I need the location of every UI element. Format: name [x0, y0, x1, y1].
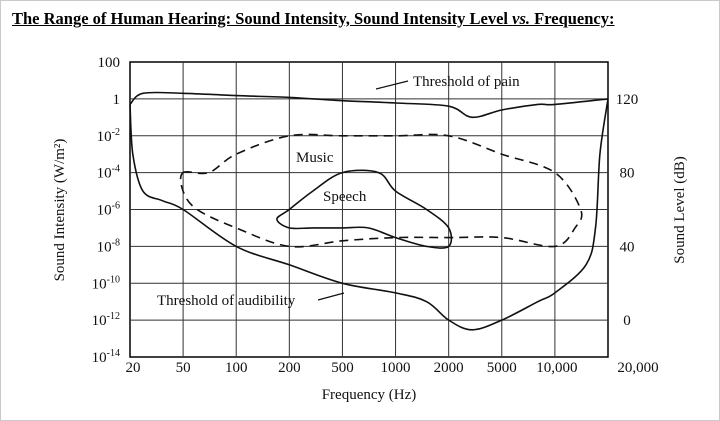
- x-tick-labels: 20 50 100 200 500 1000 2000 5000 10,000 20,000: [126, 360, 659, 376]
- y-right-tick-label: 0: [623, 313, 631, 329]
- y-left-tick-label: 10-8: [97, 237, 120, 255]
- y-right-tick-label: 40: [620, 239, 635, 255]
- x-tick-label: 100: [225, 360, 248, 376]
- music-label: Music: [296, 150, 334, 166]
- music-curve: [179, 133, 583, 248]
- y-right-tick-labels: 120 80 40 0: [616, 92, 639, 329]
- x-tick-label: 5000: [487, 360, 517, 376]
- chart-title: The Range of Human Hearing: Sound Intens…: [12, 9, 615, 28]
- y-left-tick-label: 10-4: [97, 164, 120, 182]
- y-left-tick-label: 100: [98, 55, 121, 71]
- annotations-layer: Threshold of pain Music Speech Threshold of…: [157, 74, 520, 309]
- y-left-tick-labels: 100 1 10-2 10-4 10-6 10-8 10-10 10-12 10-14: [92, 55, 120, 366]
- x-tick-label: 500: [331, 360, 354, 376]
- grid-lines: [130, 62, 608, 357]
- threshold-of-pain-curve: [129, 91, 609, 119]
- pain-leader-line: [375, 80, 409, 90]
- pain-label: Threshold of pain: [413, 74, 520, 90]
- y-left-tick-label: 10-2: [97, 127, 120, 145]
- audibility-leader-line: [317, 292, 345, 301]
- threshold-of-audibility-curve: [129, 98, 609, 331]
- x-axis-label: Frequency (Hz): [322, 387, 417, 403]
- curves-layer: [129, 91, 609, 331]
- y-left-tick-label: 10-12: [92, 311, 120, 329]
- audibility-label: Threshold of audibility: [157, 293, 296, 309]
- y-left-tick-label: 10-14: [92, 348, 120, 366]
- x-tick-label: 10,000: [536, 360, 577, 376]
- x-tick-label: 20,000: [617, 360, 658, 376]
- y-right-tick-label: 120: [616, 92, 639, 108]
- y-left-tick-label: 1: [113, 92, 121, 108]
- y-axis-left-label: Sound Intensity (W/m²): [52, 139, 68, 282]
- x-tick-label: 20: [126, 360, 141, 376]
- x-tick-label: 50: [176, 360, 191, 376]
- speech-label: Speech: [323, 189, 367, 205]
- y-left-tick-label: 10-10: [92, 274, 120, 292]
- y-axis-right-label: Sound Level (dB): [672, 156, 688, 263]
- y-right-tick-label: 80: [620, 166, 635, 182]
- speech-curve: [276, 169, 453, 249]
- y-left-tick-label: 10-6: [97, 201, 120, 219]
- x-tick-label: 200: [278, 360, 301, 376]
- x-tick-label: 2000: [434, 360, 464, 376]
- x-tick-label: 1000: [381, 360, 411, 376]
